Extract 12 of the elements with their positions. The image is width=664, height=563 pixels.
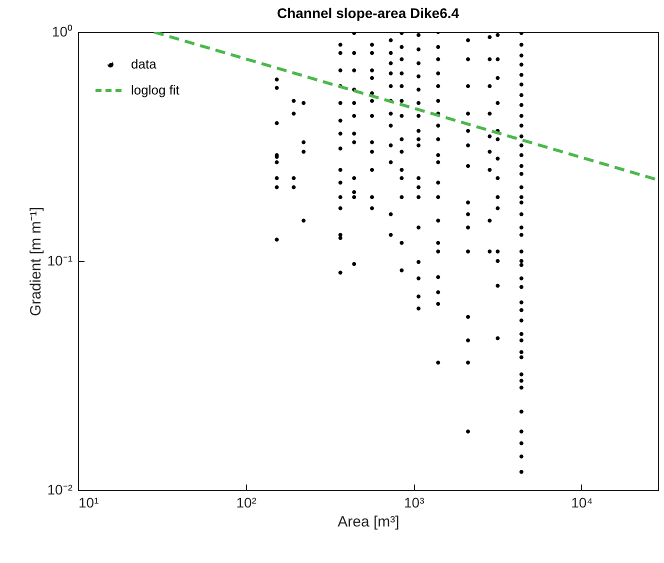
chart-title: Channel slope-area Dike6.4 [276, 5, 460, 21]
x-tick-label: 10³ [404, 494, 425, 510]
legend-label: loglog fit [131, 82, 180, 98]
x-tick-label: 10⁴ [571, 494, 593, 510]
x-tick-label: 10² [236, 494, 257, 510]
y-axis-title: Gradient [m m⁻¹] [27, 206, 44, 316]
y-tick-label: 10⁻¹ [47, 252, 73, 268]
y-tick-label: 10⁻² [47, 482, 73, 498]
x-axis-title: Area [m³] [338, 514, 400, 530]
legend-label: data [131, 56, 158, 72]
x-tick-label: 10¹ [78, 494, 100, 510]
y-tick-label: 10⁰ [52, 24, 72, 40]
